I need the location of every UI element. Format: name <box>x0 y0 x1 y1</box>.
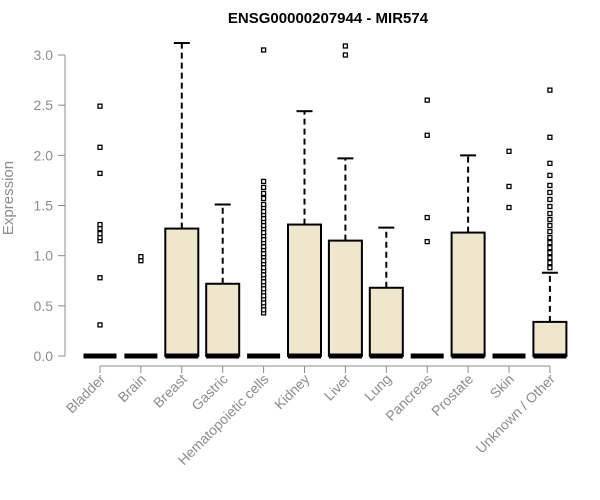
outlier-point <box>547 244 553 251</box>
outlier-point <box>260 190 267 197</box>
y-tick-label: 2.5 <box>34 97 54 113</box>
outlier-point <box>260 195 267 202</box>
box-skin <box>492 148 526 359</box>
y-tick-label: 2.0 <box>34 147 54 163</box>
outlier-point <box>547 210 553 217</box>
box-rect <box>532 320 568 357</box>
x-tick-label: Breast <box>150 371 190 411</box>
outlier-point <box>97 144 103 150</box>
box-lung <box>368 226 404 359</box>
outlier-point <box>138 254 144 260</box>
outlier-point <box>424 214 430 221</box>
outlier-point <box>424 132 430 138</box>
y-tick-label: 3.0 <box>34 47 54 63</box>
outlier-point <box>547 222 553 229</box>
x-tick-label: Skin <box>487 371 518 402</box>
outlier-point <box>260 184 267 191</box>
outlier-point <box>547 160 553 167</box>
outlier-point <box>547 87 553 93</box>
outlier-point <box>97 275 103 281</box>
outlier-point <box>547 196 553 203</box>
outlier-point <box>547 216 553 223</box>
box-rect <box>327 239 363 357</box>
box-rect <box>368 286 404 358</box>
outlier-point <box>547 234 553 241</box>
outlier-point <box>97 322 103 328</box>
outlier-point <box>547 260 553 266</box>
box-bladder <box>83 103 117 359</box>
box-brain <box>124 254 158 359</box>
outlier-point <box>547 228 553 235</box>
outlier-point <box>97 230 103 237</box>
y-tick-label: 1.0 <box>34 248 54 264</box>
outlier-point <box>547 172 553 179</box>
outlier-point <box>547 255 553 261</box>
x-tick-label: Liver <box>321 371 354 404</box>
outlier-point <box>260 178 267 185</box>
outlier-point <box>547 265 553 271</box>
y-tick-label: 0.5 <box>34 298 54 314</box>
outlier-point <box>547 182 553 189</box>
x-tick-label: Lung <box>361 371 394 404</box>
outlier-point <box>506 148 512 154</box>
outlier-point <box>342 52 349 58</box>
box-prostate <box>450 154 486 359</box>
outlier-point <box>260 201 267 208</box>
outlier-point <box>547 239 553 246</box>
box-rect <box>205 282 241 358</box>
x-tick-label: Bladder <box>63 371 109 417</box>
outlier-point <box>547 134 553 140</box>
box-kidney <box>287 110 322 359</box>
box-rect <box>287 223 322 357</box>
x-tick-label: Prostate <box>428 371 476 419</box>
box-rect <box>450 231 486 357</box>
box-unknown-other <box>532 87 568 359</box>
outlier-point <box>547 203 553 210</box>
box-liver <box>327 43 363 359</box>
outlier-point <box>547 250 553 256</box>
outlier-point <box>424 238 430 245</box>
box-pancreas <box>410 97 444 359</box>
x-tick-label: Brain <box>115 371 149 405</box>
outlier-point <box>97 221 103 228</box>
outlier-point <box>342 43 349 49</box>
outlier-point <box>97 103 103 109</box>
box-breast <box>164 41 200 359</box>
outlier-point <box>506 204 512 211</box>
box-rect <box>164 227 200 357</box>
y-axis: 0.0 0.5 1.0 1.5 2.0 2.5 3.0 <box>34 47 66 364</box>
outlier-point <box>424 97 430 103</box>
chart-title: ENSG00000207944 - MIR574 <box>228 10 429 27</box>
outlier-point <box>547 189 553 196</box>
box-hematopoietic-cells <box>247 47 281 359</box>
outlier-point <box>97 170 103 177</box>
outlier-point <box>260 47 267 53</box>
box-gastric <box>205 203 241 359</box>
y-axis-label: Expression <box>0 161 17 235</box>
y-tick-label: 0.0 <box>34 348 54 364</box>
y-tick-label: 1.5 <box>34 198 54 214</box>
outlier-point <box>506 183 512 190</box>
box-series <box>83 41 568 359</box>
x-tick-label: Kidney <box>271 371 313 413</box>
